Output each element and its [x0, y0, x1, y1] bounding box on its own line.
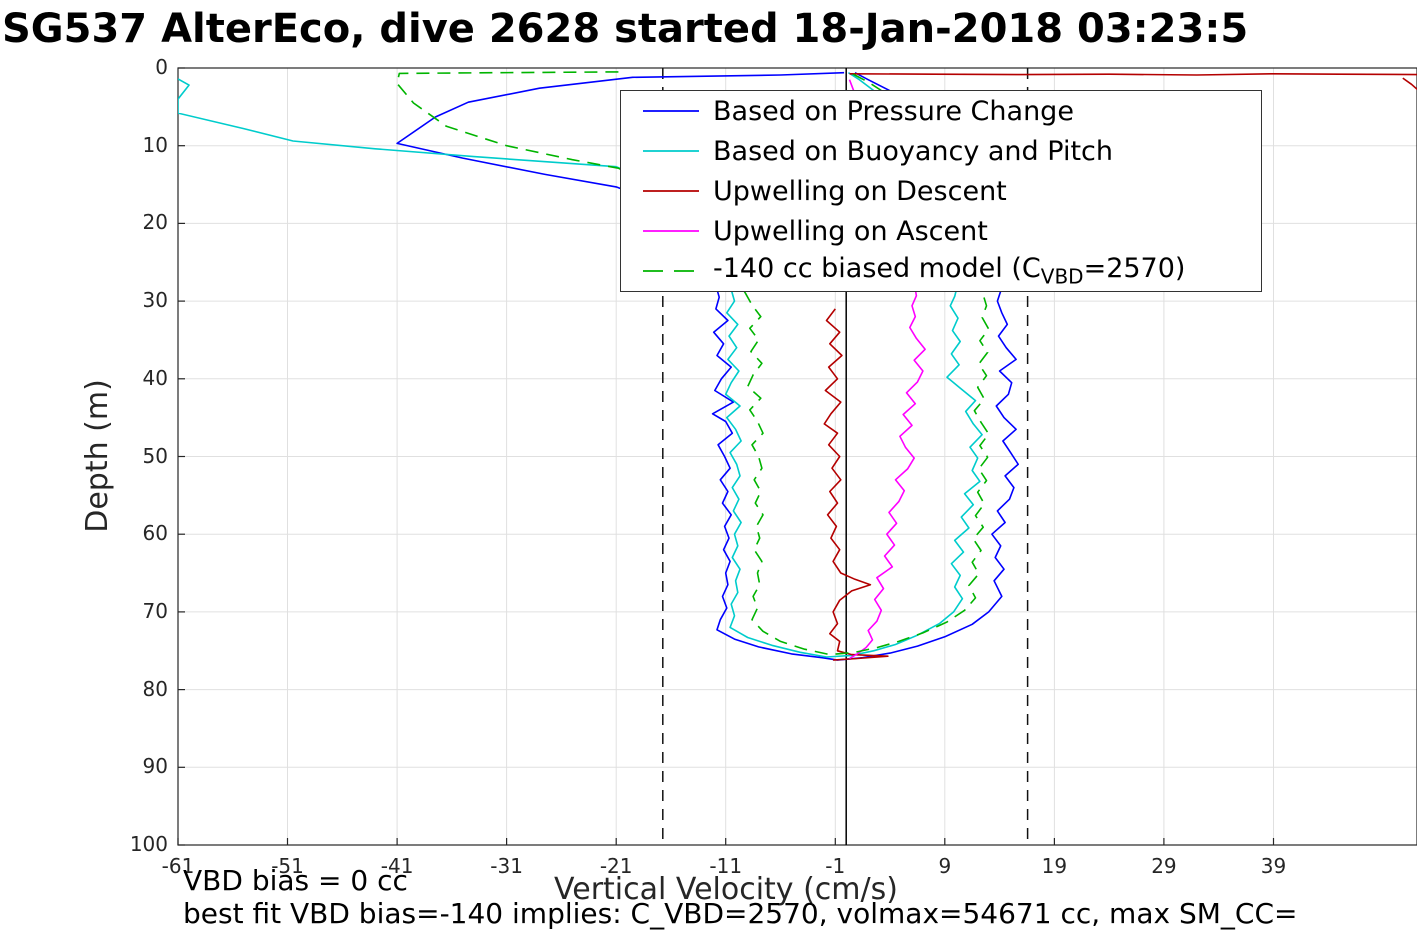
y-tick-label: 80 [142, 676, 168, 701]
legend-label: Upwelling on Descent [713, 175, 1007, 207]
legend-line-sample [643, 97, 699, 125]
series-upwelling-on-descent [823, 73, 1417, 661]
legend-item-based-on-pressure-change: Based on Pressure Change [643, 91, 1261, 131]
legend-line-sample [643, 257, 699, 285]
legend-label: Based on Pressure Change [713, 95, 1074, 127]
legend-item-upwelling-on-descent: Upwelling on Descent [643, 171, 1261, 211]
series-based-on-pressure-change [396, 71, 1019, 661]
legend-label: Upwelling on Ascent [713, 215, 988, 247]
y-tick-label: 70 [142, 598, 168, 623]
series-upwelling-on-ascent [848, 79, 926, 660]
x-tick-label: -21 [599, 854, 633, 878]
x-tick-label: 19 [1041, 854, 1068, 878]
legend-line-sample [643, 177, 699, 205]
legend-label: -140 cc biased model (CVBD=2570) [713, 253, 1186, 289]
y-tick-label: 40 [142, 365, 168, 390]
x-tick-label: -1 [825, 854, 846, 878]
legend-item-140-cc-biased-model-cvbd: -140 cc biased model (CVBD=2570) [643, 251, 1261, 291]
y-tick-label: 90 [142, 754, 168, 779]
legend: Based on Pressure Change Based on Buoyanc… [620, 90, 1262, 292]
x-tick-label: -51 [271, 854, 304, 878]
legend-item-upwelling-on-ascent: Upwelling on Ascent [643, 211, 1261, 251]
series-based-on-buoyancy-and-pitch [178, 72, 983, 658]
legend-label: Based on Buoyancy and Pitch [713, 135, 1113, 167]
x-axis-label: Vertical Velocity (cm/s) [554, 872, 898, 907]
legend-item-based-on-buoyancy-and-pitch: Based on Buoyancy and Pitch [643, 131, 1261, 171]
y-axis-label: Depth (m) [80, 379, 115, 533]
y-tick-label: 10 [142, 132, 168, 157]
y-tick-label: 30 [142, 288, 168, 313]
legend-line-sample [643, 137, 699, 165]
x-tick-label: 9 [938, 854, 952, 878]
chart-title: SG537 AlterEco, dive 2628 started 18-Jan… [2, 6, 1249, 52]
x-tick-label: 39 [1260, 854, 1287, 878]
x-tick-label: -41 [380, 854, 414, 878]
y-tick-label: 60 [142, 521, 168, 546]
x-tick-label: 29 [1151, 854, 1177, 878]
x-tick-label: -11 [709, 854, 743, 878]
y-tick-label: 0 [155, 55, 168, 79]
vbd-bias-annotation: VBD bias = 0 cc [183, 864, 408, 897]
y-tick-label: 20 [142, 210, 168, 235]
y-tick-label: 100 [129, 832, 168, 856]
series-140-cc-biased-model-c-vbd-2570 [396, 71, 990, 656]
x-tick-label: -61 [161, 854, 195, 878]
legend-line-sample [643, 217, 699, 245]
x-tick-label: -31 [490, 854, 523, 878]
best-fit-annotation: best fit VBD bias=-140 implies: C_VBD=25… [183, 897, 1298, 930]
y-tick-label: 50 [142, 443, 168, 468]
